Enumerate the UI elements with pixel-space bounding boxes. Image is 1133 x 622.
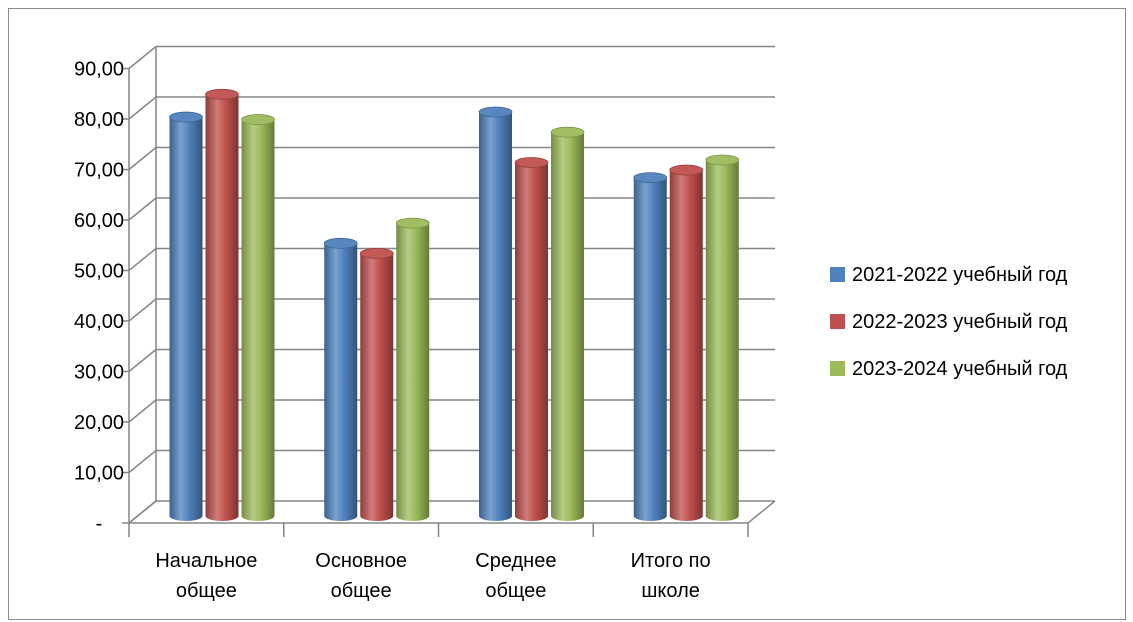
y-tick-label: 20,00 xyxy=(74,412,124,434)
bar-top xyxy=(514,157,549,168)
legend-label: 2021-2022 учебный год xyxy=(852,264,1068,286)
bar-top xyxy=(669,164,704,176)
gridline-diagonal xyxy=(128,197,157,221)
gridline-diagonal xyxy=(128,500,157,524)
legend-label: 2023-2024 учебный год xyxy=(852,358,1068,380)
x-tick-label: общее xyxy=(485,580,546,602)
legend-swatch xyxy=(830,267,845,282)
bar-top xyxy=(169,111,203,123)
legend-swatch xyxy=(830,314,845,329)
legend: 2021-2022 учебный год 2022-2023 учебный г… xyxy=(830,264,1068,380)
bar xyxy=(669,170,703,521)
bar-top xyxy=(478,106,513,118)
gridline-diagonal xyxy=(128,96,157,120)
y-tick-label: 50,00 xyxy=(74,261,124,283)
bar-top xyxy=(705,154,740,166)
y-tick-label: - xyxy=(96,513,103,535)
x-tick-label: общее xyxy=(331,580,392,602)
legend-label: 2022-2023 учебный год xyxy=(852,311,1068,333)
x-axis: Начальное общее Основное общее Среднее общее И… xyxy=(128,523,749,602)
y-tick-label: 90,00 xyxy=(74,59,124,81)
bar xyxy=(633,177,667,521)
y-tick-label: 70,00 xyxy=(74,160,124,182)
bar-top xyxy=(359,247,394,259)
gridline-diagonal xyxy=(128,45,157,70)
bar-top xyxy=(633,172,668,184)
bar-top xyxy=(241,114,275,125)
gridline-diagonal xyxy=(128,399,157,423)
legend-swatch xyxy=(830,361,845,376)
gridline-diagonal xyxy=(128,247,157,272)
bar xyxy=(551,132,584,521)
bars xyxy=(169,88,740,522)
bar xyxy=(360,253,394,521)
x-tick-label: общее xyxy=(176,580,237,602)
x-tick-label: Начальное xyxy=(155,550,257,572)
y-axis: - 10,00 20,00 30,00 40,00 50,00 60,00 70,00 80,0… xyxy=(74,59,130,535)
bar xyxy=(241,119,275,521)
bar-top xyxy=(550,126,585,138)
bar-top xyxy=(395,217,430,229)
gridline-diagonal xyxy=(128,348,157,373)
y-tick-label: 80,00 xyxy=(74,109,124,131)
x-tick-label: Итого по xyxy=(631,550,711,572)
bar-top xyxy=(205,88,239,100)
bar-top xyxy=(323,237,358,249)
bar xyxy=(205,94,239,521)
y-tick-label: 30,00 xyxy=(74,362,124,384)
gridline-diagonal xyxy=(128,146,157,171)
x-tick-label: Основное xyxy=(315,550,407,572)
bar xyxy=(324,243,358,522)
y-tick-label: 10,00 xyxy=(74,463,124,485)
y-tick-label: 40,00 xyxy=(74,311,124,333)
y-tick-label: 60,00 xyxy=(74,210,124,232)
gridline-diagonal xyxy=(128,449,157,474)
bar xyxy=(396,223,430,521)
bar xyxy=(169,117,203,522)
floor-right-edge xyxy=(747,500,776,524)
bar xyxy=(515,162,548,521)
gridline-diagonal xyxy=(128,298,157,322)
bar xyxy=(705,159,739,521)
x-tick-label: школе xyxy=(641,580,700,602)
bar xyxy=(479,112,512,521)
x-tick-label: Среднее xyxy=(475,550,556,572)
